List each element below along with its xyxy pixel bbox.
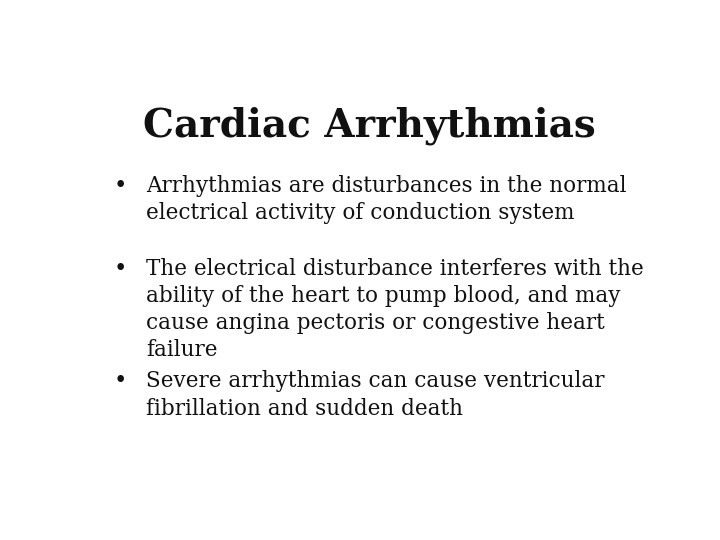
- Text: •: •: [114, 175, 127, 197]
- Text: Cardiac Arrhythmias: Cardiac Arrhythmias: [143, 106, 595, 145]
- Text: Severe arrhythmias can cause ventricular
fibrillation and sudden death: Severe arrhythmias can cause ventricular…: [145, 370, 604, 420]
- Text: Arrhythmias are disturbances in the normal
electrical activity of conduction sys: Arrhythmias are disturbances in the norm…: [145, 175, 626, 224]
- Text: The electrical disturbance interferes with the
ability of the heart to pump bloo: The electrical disturbance interferes wi…: [145, 258, 644, 361]
- Text: •: •: [114, 370, 127, 393]
- Text: •: •: [114, 258, 127, 280]
